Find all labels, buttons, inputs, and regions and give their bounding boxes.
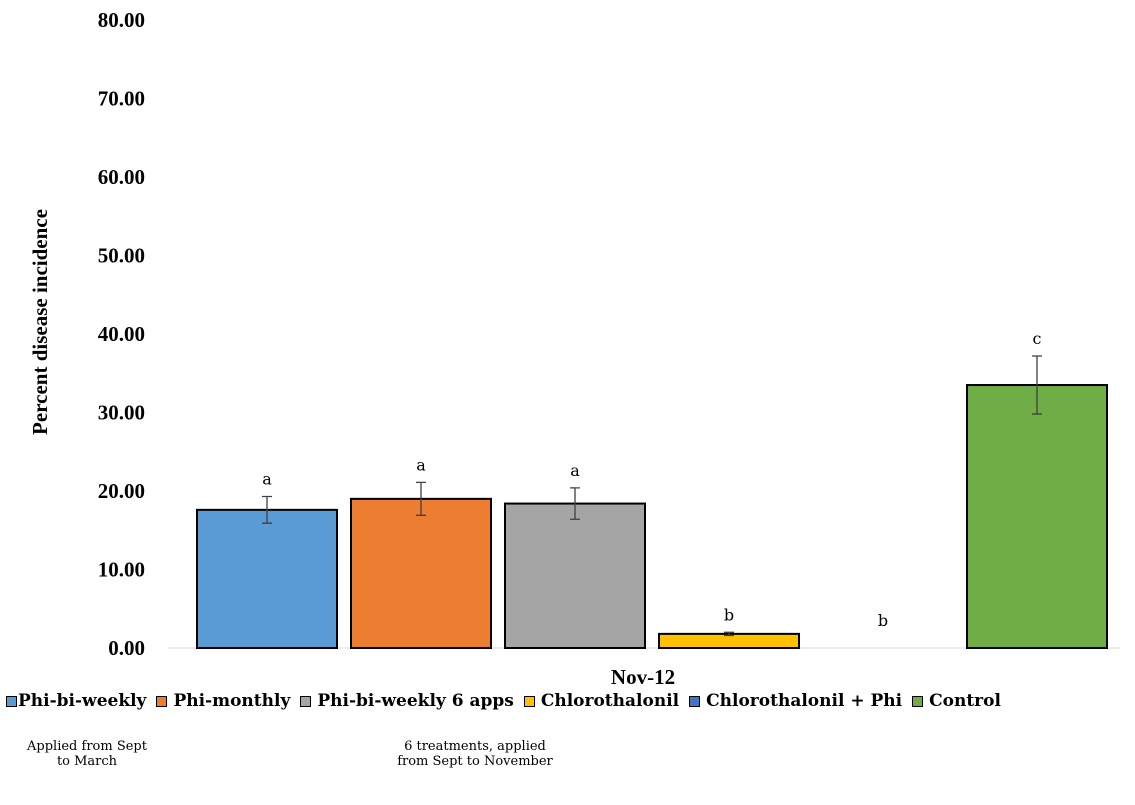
x-category-label: Nov-12 (611, 665, 675, 689)
error-bar (262, 495, 272, 524)
annotation-text-1: Applied from Sept to March (27, 739, 147, 769)
legend-label: Phi-monthly (173, 691, 291, 711)
annotation-text-2: 6 treatments, applied from Sept to Novemb… (397, 739, 553, 769)
error-bar (724, 631, 734, 637)
legend-item: Control (912, 691, 1001, 711)
y-tick-label: 60.00 (98, 165, 145, 189)
y-tick-label: 50.00 (98, 244, 145, 268)
legend-item: Phi-monthly (156, 691, 290, 711)
legend-item: Phi-bi-weekly 6 apps (300, 691, 514, 711)
y-tick-label: 40.00 (98, 322, 145, 346)
y-tick-label: 70.00 (98, 87, 145, 111)
error-bar (416, 481, 426, 516)
legend-swatch (300, 695, 312, 707)
legend-label: Control (929, 691, 1001, 711)
significance-letter: a (262, 469, 272, 488)
legend-label: Phi-bi-weekly (18, 691, 147, 711)
legend: Phi-bi-weekly Phi-monthly Phi-bi-weekly 6 … (6, 691, 1131, 711)
error-bar (570, 487, 580, 520)
y-axis-ticks: 0.00 10.00 20.00 30.00 40.00 50.00 60.00 70.00 8… (98, 8, 145, 660)
legend-label: Chlorothalonil + Phi (706, 691, 903, 711)
annotation-applied-sept-march: Applied from Sept to March (12, 739, 162, 769)
y-axis-label: Percent disease incidence (28, 209, 52, 435)
legend-label: Phi-bi-weekly 6 apps (317, 691, 514, 711)
legend-swatch (156, 695, 168, 707)
legend-swatch (689, 695, 701, 707)
legend-item: Chlorothalonil + Phi (689, 691, 902, 711)
legend-item: Chlorothalonil (523, 691, 680, 711)
bar-phi-bi-weekly-6-apps (504, 502, 646, 649)
y-tick-label: 10.00 (98, 558, 145, 582)
legend-swatch (523, 695, 535, 707)
y-tick-label: 30.00 (98, 401, 145, 425)
significance-letter: b (724, 605, 734, 624)
error-bar (1032, 355, 1042, 415)
y-tick-label: 0.00 (108, 636, 145, 660)
significance-letter: b (878, 611, 888, 630)
significance-letter: a (416, 455, 426, 474)
annotation-six-treatments: 6 treatments, applied from Sept to Novemb… (375, 739, 575, 769)
legend-swatch (912, 695, 924, 707)
legend-label: Chlorothalonil (540, 691, 680, 711)
bars: a a a b b c (196, 329, 1108, 649)
bar-control (966, 384, 1108, 649)
y-tick-label: 80.00 (98, 8, 145, 32)
y-tick-label: 20.00 (98, 479, 145, 503)
bar-phi-monthly (350, 497, 492, 649)
legend-swatch (6, 695, 17, 707)
legend-item: Phi-bi-weekly (6, 691, 146, 711)
significance-letter: a (570, 461, 580, 480)
bar-phi-bi-weekly (196, 508, 338, 649)
significance-letter: c (1033, 329, 1042, 348)
